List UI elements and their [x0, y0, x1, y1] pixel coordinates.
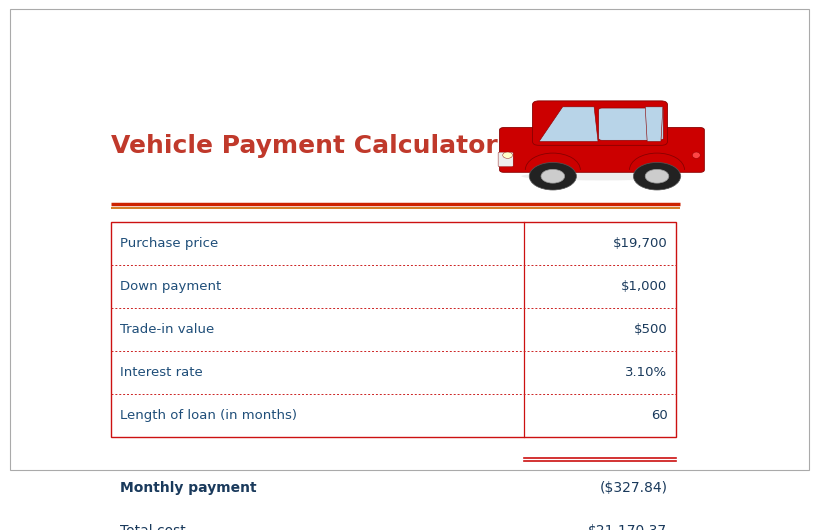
- Text: Interest rate: Interest rate: [120, 366, 203, 379]
- Text: ($327.84): ($327.84): [600, 481, 667, 494]
- Circle shape: [529, 163, 577, 190]
- Text: Monthly payment: Monthly payment: [120, 481, 257, 494]
- FancyBboxPatch shape: [500, 128, 704, 172]
- Text: Trade-in value: Trade-in value: [120, 323, 215, 337]
- Text: $1,000: $1,000: [622, 280, 667, 294]
- Circle shape: [541, 170, 564, 183]
- Text: Vehicle Payment Calculator: Vehicle Payment Calculator: [111, 134, 497, 158]
- Text: Purchase price: Purchase price: [120, 237, 219, 250]
- FancyBboxPatch shape: [532, 101, 667, 145]
- Text: Down payment: Down payment: [120, 280, 222, 294]
- Text: $21,170.37: $21,170.37: [588, 524, 667, 530]
- Polygon shape: [645, 107, 663, 142]
- Circle shape: [645, 170, 669, 183]
- Polygon shape: [539, 107, 598, 142]
- Bar: [111, 222, 676, 437]
- Text: 60: 60: [651, 410, 667, 422]
- Ellipse shape: [522, 172, 682, 180]
- Text: Total cost: Total cost: [120, 524, 186, 530]
- Ellipse shape: [503, 152, 513, 158]
- Ellipse shape: [692, 152, 700, 158]
- FancyBboxPatch shape: [649, 109, 663, 140]
- Text: Length of loan (in months): Length of loan (in months): [120, 410, 297, 422]
- FancyBboxPatch shape: [498, 152, 514, 166]
- FancyBboxPatch shape: [599, 108, 650, 140]
- Circle shape: [633, 163, 681, 190]
- Text: $19,700: $19,700: [613, 237, 667, 250]
- Text: 3.10%: 3.10%: [626, 366, 667, 379]
- Text: $500: $500: [634, 323, 667, 337]
